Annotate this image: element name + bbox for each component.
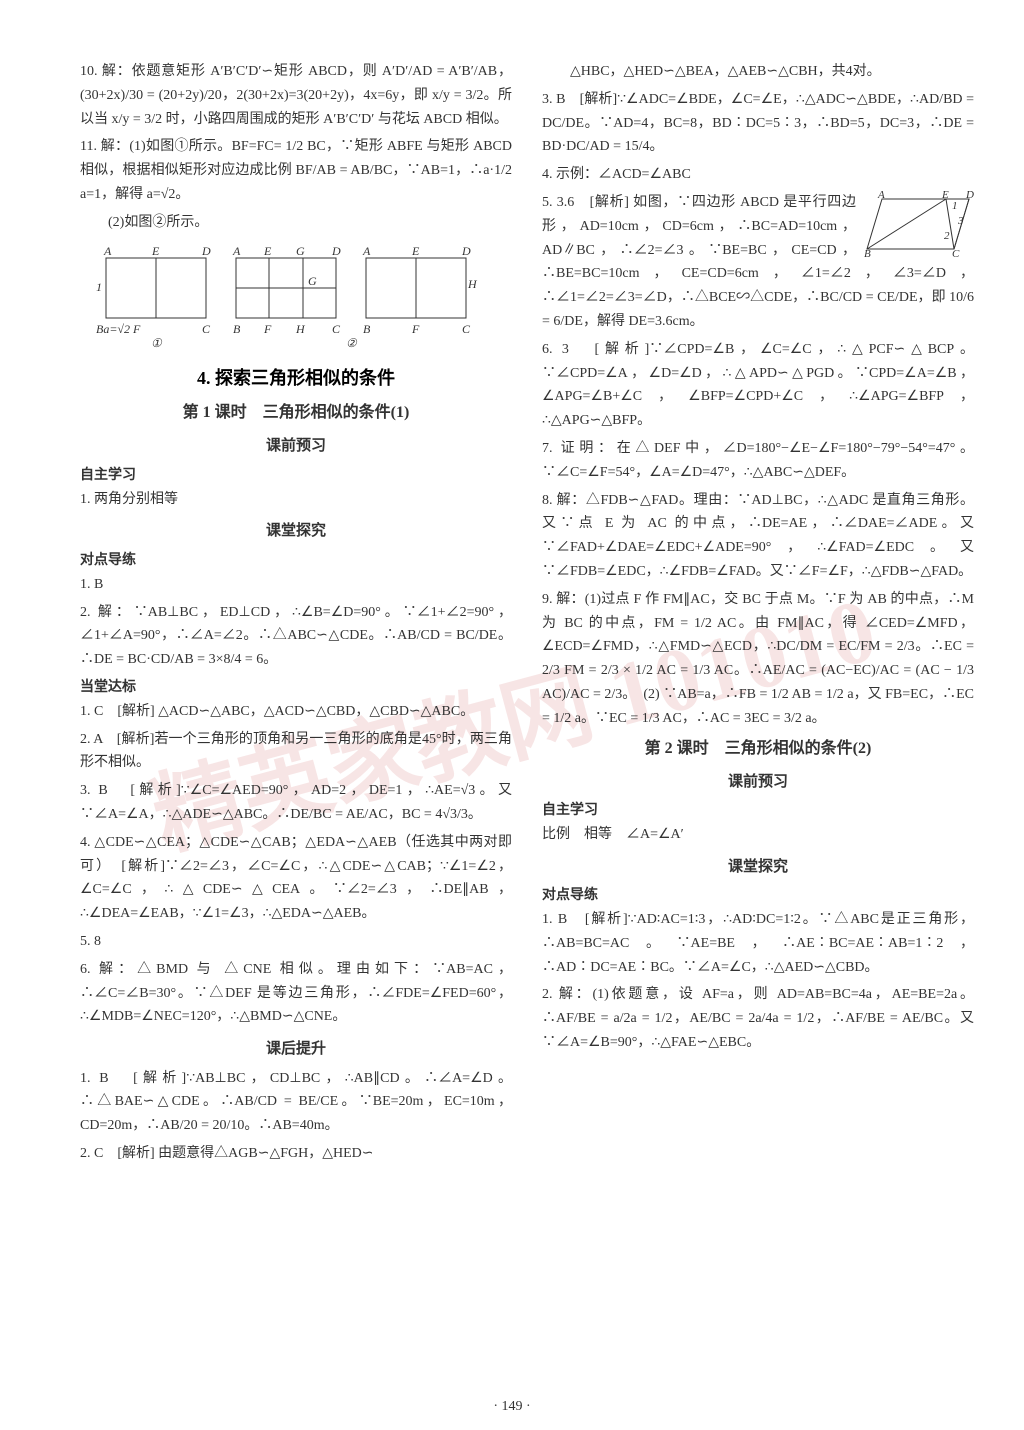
r-3: 3. B [解析]∵∠ADC=∠BDE，∠C=∠E，∴△ADC∽△BDE，∴AD…	[542, 88, 974, 159]
ketang2-title: 课堂探究	[542, 855, 974, 881]
label-E0: E	[151, 244, 160, 258]
label-H1: H	[295, 322, 306, 336]
r-9: 9. 解：(1)过点 F 作 FM∥AC，交 BC 于点 M。∵F 为 AB 的…	[542, 588, 974, 731]
label-B2: B	[363, 322, 371, 336]
keqian-title: 课前预习	[80, 434, 512, 460]
pg-B: B	[864, 248, 871, 260]
dt-6: 6. 解：△BMD 与 △CNE 相似。理由如下：∵AB=AC，∴∠C=∠B=3…	[80, 958, 512, 1029]
r-6: 6. 3 [解析]∵∠CPD=∠B，∠C=∠C，∴△PCF∽△BCP。∵∠CPD…	[542, 338, 974, 433]
label-B1: B	[233, 322, 241, 336]
label-E1: E	[263, 244, 272, 258]
zizhu-label: 自主学习	[80, 464, 512, 488]
label-D2: D	[461, 244, 471, 258]
label-Ba: Ba=√2 F	[96, 322, 141, 336]
left-column: 10. 解：依题意矩形 A′B′C′D′∽矩形 ABCD，则 A′D′/AD =…	[80, 60, 512, 1170]
r-7: 7. 证明：在△DEF中，∠D=180°−∠E−∠F=180°−79°−54°=…	[542, 437, 974, 485]
zizhu-ans-1: 1. 两角分别相等	[80, 488, 512, 512]
pg-D: D	[965, 191, 974, 201]
label-C0: C	[202, 322, 211, 336]
dd-1: 1. B	[80, 573, 512, 597]
kh-2: 2. C [解析] 由题意得△AGB∽△FGH，△HED∽	[80, 1142, 512, 1166]
zizhu2-ans: 比例 相等 ∠A=∠A′	[542, 823, 974, 847]
label-A1: A	[232, 244, 241, 258]
label-A2: A	[362, 244, 371, 258]
ketang-title: 课堂探究	[80, 519, 512, 545]
dd2-1: 1. B [解析]∵AD∶AC=1∶3，∴AD∶DC=1∶2。∵△ABC是正三角…	[542, 908, 974, 979]
label-circ1: ①	[151, 336, 163, 350]
label-G1: G	[296, 244, 305, 258]
dt-4: 4. △CDE∽△CEA；△CDE∽△CAB；△EDA∽△AEB（任选其中两对即…	[80, 831, 512, 926]
label-A0: A	[103, 244, 112, 258]
dt-1: 1. C [解析] △ACD∽△ABC，△ACD∽△CBD，△CBD∽△ABC。	[80, 700, 512, 724]
duidian2-label: 对点导练	[542, 884, 974, 908]
page-number: · 149 ·	[0, 1399, 1024, 1415]
page-columns: 10. 解：依题意矩形 A′B′C′D′∽矩形 ABCD，则 A′D′/AD =…	[80, 60, 974, 1170]
r-4: 4. 示例：∠ACD=∠ABC	[542, 163, 974, 187]
keqian2-title: 课前预习	[542, 770, 974, 796]
lesson-2-title: 第 2 课时 三角形相似的条件(2)	[542, 735, 974, 762]
figure-rectangles: A E D 1 Ba=√2 F C ① A E G D G B F H C	[80, 243, 512, 353]
label-C1: C	[332, 322, 341, 336]
pg-E: E	[941, 191, 949, 201]
kh-1: 1. B [解析]∵AB⊥BC，CD⊥BC，∴AB∥CD。∴∠A=∠D。∴△BA…	[80, 1067, 512, 1138]
label-D1: D	[331, 244, 341, 258]
label-F2: F	[411, 322, 420, 336]
zizhu2-label: 自主学习	[542, 799, 974, 823]
right-column: △HBC，△HED∽△BEA，△AEB∽△CBH，共4对。 3. B [解析]∵…	[542, 60, 974, 1170]
dangtang-label: 当堂达标	[80, 676, 512, 700]
label-C2: C	[462, 322, 471, 336]
dd2-2: 2. 解：(1)依题意，设 AF=a，则 AD=AB=BC=4a，AE=BE=2…	[542, 983, 974, 1054]
dt-5: 5. 8	[80, 930, 512, 954]
problem-11b: (2)如图②所示。	[80, 211, 512, 235]
pg-3: 3	[957, 215, 964, 227]
dt-3: 3. B [解析]∵∠C=∠AED=90°，AD=2，DE=1，∴AE=√3。又…	[80, 779, 512, 827]
label-H2: H	[467, 277, 478, 291]
section-4-title: 4. 探索三角形相似的条件	[80, 363, 512, 394]
r-cont-1: △HBC，△HED∽△BEA，△AEB∽△CBH，共4对。	[542, 60, 974, 84]
problem-11a: 11. 解：(1)如图①所示。BF=FC= 1/2 BC，∵矩形 ABFE 与矩…	[80, 135, 512, 206]
label-G2: G	[308, 274, 317, 288]
duidian-label: 对点导练	[80, 549, 512, 573]
r-8: 8. 解：△FDB∽△FAD。理由：∵AD⊥BC，∴△ADC 是直角三角形。又∵…	[542, 489, 974, 584]
lesson-1-title: 第 1 课时 三角形相似的条件(1)	[80, 399, 512, 426]
rect-figure-svg: A E D 1 Ba=√2 F C ① A E G D G B F H C	[96, 243, 496, 353]
pg-1: 1	[952, 200, 958, 212]
label-E2: E	[411, 244, 420, 258]
dt-2: 2. A [解析]若一个三角形的顶角和另一三角形的底角是45°时，两三角形不相似…	[80, 728, 512, 776]
label-1unit: 1	[96, 280, 102, 294]
label-D0: D	[201, 244, 211, 258]
pg-A: A	[877, 191, 885, 201]
pg-2: 2	[944, 230, 950, 242]
problem-10: 10. 解：依题意矩形 A′B′C′D′∽矩形 ABCD，则 A′D′/AD =…	[80, 60, 512, 131]
r-5-wrap: A E D B C 1 3 2 5. 3.6 [解析] 如图，∵四边形 ABCD…	[542, 191, 974, 334]
parallelogram-figure: A E D B C 1 3 2	[864, 191, 974, 261]
pg-C: C	[952, 248, 960, 260]
label-circ2: ②	[346, 336, 358, 350]
kehou-title: 课后提升	[80, 1037, 512, 1063]
label-F1: F	[263, 322, 272, 336]
dd-2: 2. 解：∵AB⊥BC，ED⊥CD，∴∠B=∠D=90°。∵∠1+∠2=90°，…	[80, 601, 512, 672]
